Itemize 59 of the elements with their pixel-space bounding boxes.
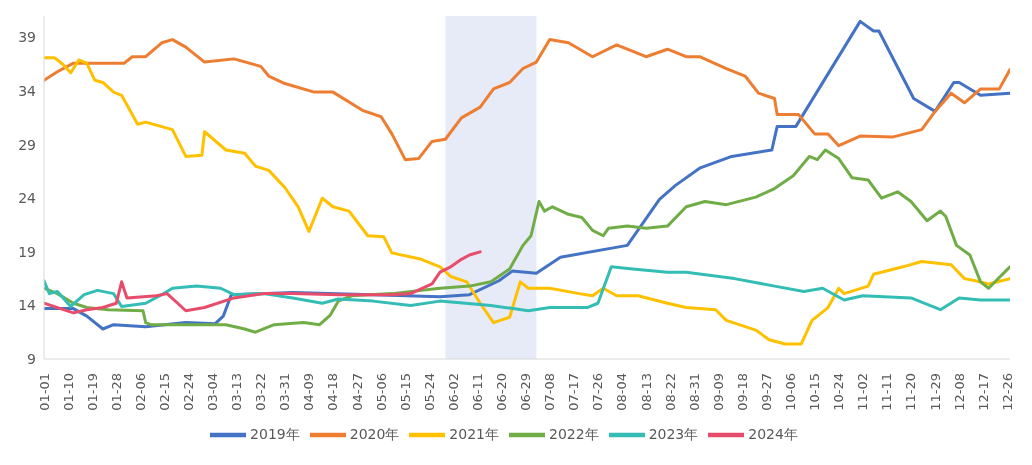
x-tick-label: 11-20 (903, 373, 919, 411)
x-tick-label: 09-27 (758, 373, 774, 411)
x-tick-label: 12-26 (999, 373, 1015, 411)
x-tick-label: 08-13 (638, 373, 654, 411)
x-tick-label: 01-28 (108, 373, 124, 411)
line-series (44, 38, 1010, 162)
x-tick-label: 04-09 (301, 373, 317, 411)
x-tick-label: 07-26 (590, 373, 606, 411)
x-tick-label: 05-06 (373, 373, 389, 411)
x-tick-label: 12-17 (975, 373, 991, 411)
x-tick-label: 01-01 (36, 373, 52, 411)
x-tick-label: 02-06 (132, 373, 148, 411)
legend-label: 2022年 (549, 426, 599, 442)
x-tick-label: 07-08 (542, 373, 558, 411)
x-tick-label: 08-04 (614, 373, 630, 411)
x-tick-label: 03-31 (277, 373, 293, 411)
x-tick-label: 06-20 (494, 373, 510, 411)
x-tick-label: 05-15 (397, 373, 413, 411)
x-tick-label: 03-13 (229, 373, 245, 411)
x-tick-label: 11-11 (879, 373, 895, 411)
x-tick-label: 06-29 (518, 373, 534, 411)
x-tick-label: 02-15 (156, 373, 172, 411)
line-series (44, 56, 1010, 346)
x-tick-label: 11-02 (855, 373, 871, 411)
legend-label: 2021年 (449, 426, 499, 442)
x-tick-label: 09-18 (734, 373, 750, 411)
x-tick-label: 06-02 (445, 373, 461, 411)
x-tick-label: 07-17 (566, 373, 582, 411)
y-tick-label: 29 (18, 136, 36, 153)
x-tick-label: 05-24 (421, 373, 437, 411)
x-tick-label: 09-09 (710, 373, 726, 411)
x-tick-label: 06-11 (470, 373, 485, 411)
legend-label: 2024年 (748, 426, 798, 442)
x-tick-label: 04-18 (325, 373, 341, 411)
x-tick-label: 12-08 (951, 373, 967, 411)
x-tick-label: 10-06 (783, 373, 799, 411)
line-series (44, 148, 1010, 334)
x-tick-label: 03-04 (205, 373, 221, 411)
legend-label: 2020年 (349, 426, 400, 442)
x-tick-label: 04-27 (349, 373, 365, 411)
x-tick-label: 08-31 (686, 373, 702, 411)
legend-label: 2019年 (250, 426, 300, 442)
x-tick-label: 01-10 (60, 373, 76, 411)
y-tick-label: 24 (18, 190, 37, 207)
x-tick-label: 03-22 (253, 373, 269, 411)
y-tick-label: 39 (18, 29, 36, 46)
x-tick-label: 11-29 (927, 373, 943, 411)
x-tick-label: 02-24 (181, 373, 196, 411)
x-tick-label: 10-15 (807, 373, 823, 411)
y-tick-label: 9 (27, 350, 36, 367)
line-series (44, 265, 1010, 313)
x-tick-label: 08-22 (662, 373, 678, 411)
legend-label: 2023年 (648, 426, 699, 442)
y-tick-label: 34 (18, 83, 37, 99)
x-tick-label: 01-19 (84, 373, 100, 411)
y-tick-label: 19 (18, 243, 36, 260)
line-series (44, 250, 482, 315)
y-tick-label: 14 (18, 297, 37, 314)
x-tick-label: 10-24 (831, 373, 847, 411)
